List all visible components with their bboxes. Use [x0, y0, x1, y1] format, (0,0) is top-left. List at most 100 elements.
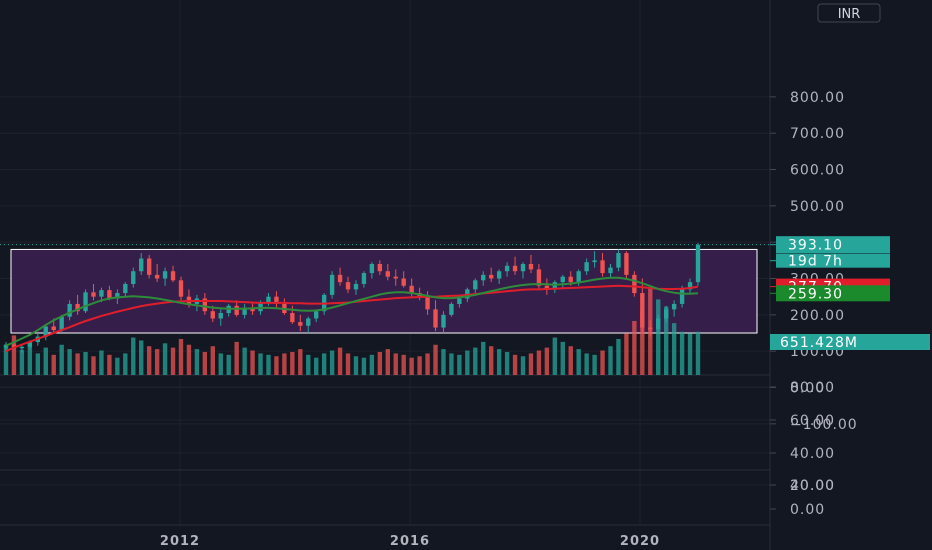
volume-bar — [226, 354, 231, 375]
price-tick-label: −100.00 — [790, 417, 858, 433]
price-tick-label: 0.00 — [790, 381, 825, 397]
candle-body — [91, 292, 96, 297]
volume-bar — [512, 354, 518, 375]
candle-body — [584, 262, 589, 272]
volume-bar — [640, 310, 645, 375]
currency-selector[interactable]: INR — [817, 3, 881, 23]
volume-bar — [536, 350, 542, 375]
candle-body — [345, 282, 351, 290]
volume-bar — [210, 346, 215, 375]
volume-bar — [154, 349, 160, 375]
volume-bar — [282, 353, 287, 375]
price-range-box — [10, 248, 758, 334]
currency-selector-frame — [817, 3, 881, 23]
volume-bar — [624, 333, 629, 375]
volume-bar — [409, 357, 414, 375]
volume-bar — [67, 349, 72, 375]
candle-body — [457, 298, 462, 304]
candle-body — [139, 258, 144, 272]
volume-bar — [91, 356, 96, 375]
candle-body — [504, 265, 510, 272]
candle-body — [656, 318, 661, 330]
candle-body — [353, 283, 359, 290]
volume-bar — [473, 347, 478, 375]
candle-body — [481, 274, 486, 281]
volume-bar — [600, 350, 605, 375]
candle-body — [600, 260, 605, 274]
candle-body — [441, 314, 446, 328]
candle-body — [266, 296, 271, 303]
volume-bar — [27, 342, 33, 375]
range-box-rect — [10, 248, 758, 334]
candle-body — [528, 263, 534, 270]
volume-bar — [170, 347, 176, 375]
volume-bar — [481, 341, 486, 375]
candle-body — [242, 307, 247, 315]
volume-bar — [146, 346, 152, 375]
price-tick-label: 500.00 — [790, 199, 845, 215]
candle-body — [59, 316, 64, 331]
candle-body — [560, 276, 565, 283]
sma-green-tag-bg — [776, 285, 890, 302]
moving-averages — [5, 276, 699, 353]
volume-tick-label: 80.00 — [790, 380, 835, 396]
volume-bar — [592, 354, 597, 375]
candle-body — [131, 271, 136, 284]
candle-body — [449, 303, 454, 315]
price-tick-label: 200.00 — [790, 308, 845, 324]
volume-bar — [465, 350, 470, 375]
candle-body — [361, 273, 367, 284]
candle-body — [608, 267, 613, 274]
candle-body — [520, 263, 526, 272]
candle-body — [385, 271, 390, 277]
volume-bar — [528, 353, 534, 375]
candle-body — [19, 346, 25, 349]
volume-tick-label: 60.00 — [790, 413, 835, 429]
volume-bar — [43, 347, 48, 375]
candle-body — [648, 327, 653, 330]
volume-bar — [671, 323, 677, 375]
time-axis[interactable]: 2012 2016 2020 — [160, 534, 660, 549]
candle-body — [210, 311, 215, 319]
candle-body — [616, 253, 621, 268]
volume-bar — [608, 346, 613, 375]
candle-body — [250, 307, 255, 312]
candle-body — [473, 280, 478, 290]
price-axis[interactable]: 800.00700.00600.00500.00400.00300.00200.… — [770, 90, 858, 518]
volume-bar — [449, 353, 454, 375]
volume-bar — [433, 344, 438, 375]
volume-bar — [99, 350, 104, 375]
volume-bar — [59, 344, 64, 375]
candle-body — [162, 271, 168, 279]
candle-body — [3, 344, 9, 348]
candle-body — [154, 274, 160, 279]
candle-body — [218, 313, 223, 319]
candle-body — [290, 313, 295, 323]
volume-bar — [274, 356, 279, 375]
volume-bar — [393, 353, 398, 375]
volume-tick-label: 20.00 — [790, 478, 835, 494]
volume-bar — [385, 349, 390, 375]
volume-bar — [3, 346, 9, 375]
candle-body — [536, 269, 542, 286]
volume-bar — [11, 335, 17, 375]
volume-bar — [568, 346, 573, 375]
volume-bar — [298, 349, 303, 375]
price-tick-label: 700.00 — [790, 126, 845, 142]
candle-body — [671, 303, 677, 310]
candle-body — [115, 293, 120, 299]
candle-body — [11, 344, 17, 349]
volume-bar — [417, 356, 422, 375]
candle-body — [576, 271, 581, 283]
volume-bar — [377, 351, 383, 375]
currency-label[interactable]: INR — [838, 7, 861, 22]
volume-bar — [504, 351, 510, 375]
candle-body — [568, 276, 573, 283]
candle-body — [409, 285, 414, 294]
candle-body — [107, 290, 112, 299]
time-tick-label: 2020 — [620, 534, 660, 549]
time-tick-label: 2016 — [390, 534, 430, 549]
volume-bar — [186, 344, 192, 375]
candle-body — [258, 302, 263, 312]
